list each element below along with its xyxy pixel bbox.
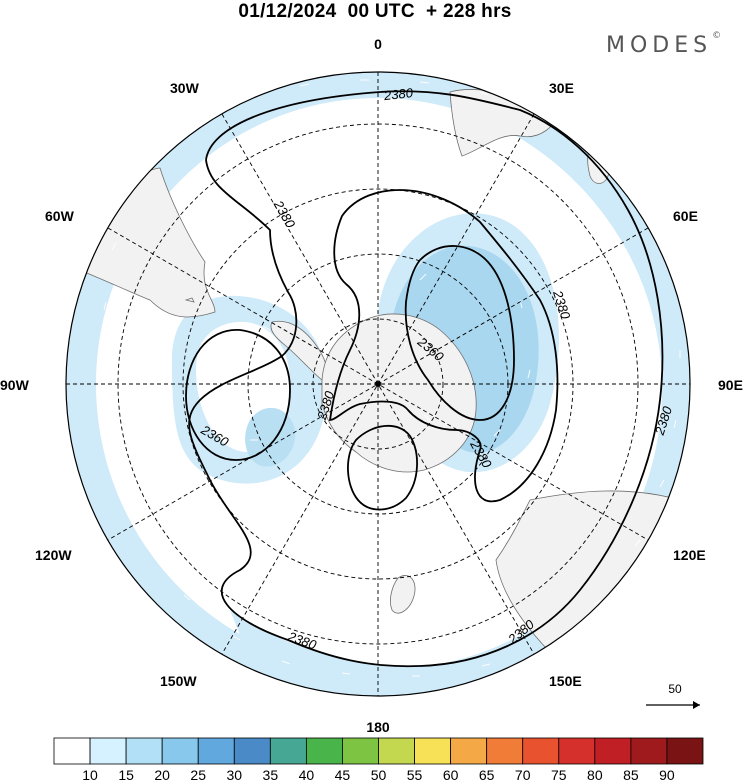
colorbar-label: 35 <box>263 767 279 782</box>
height-contours <box>185 90 664 668</box>
colorbar-label: 45 <box>335 767 351 782</box>
contour-east-low-2360 <box>404 245 515 421</box>
lon-label-0: 0 <box>374 36 382 52</box>
wind-core-west <box>245 407 296 467</box>
colorbar-swatch <box>233 737 271 765</box>
colorbar-swatch <box>486 737 524 765</box>
reference-vector: 50 <box>646 682 700 709</box>
lon-label-180: 180 <box>366 719 390 735</box>
colorbar-label: 40 <box>299 767 315 782</box>
contour-outer-2380 <box>188 90 664 668</box>
colorbar-label: 15 <box>118 767 134 782</box>
colorbar-swatch <box>89 737 127 765</box>
colorbar-label: 70 <box>515 767 531 782</box>
contour-west-low-2360 <box>185 329 291 461</box>
reference-vector-label: 50 <box>668 682 682 696</box>
lon-label-150w: 150W <box>160 673 197 689</box>
colorbar-swatch <box>125 737 163 765</box>
colorbar-swatch <box>342 737 379 765</box>
lon-label-60e: 60E <box>673 208 698 224</box>
colorbar-swatch <box>594 737 632 765</box>
colorbar-label: 10 <box>82 767 98 782</box>
colorbar-label: 50 <box>371 767 387 782</box>
lon-label-60w: 60W <box>45 208 75 224</box>
colorbar-label: 65 <box>479 767 495 782</box>
colorbar-label: 25 <box>190 767 206 782</box>
colorbar-swatch <box>53 737 91 765</box>
colorbar-swatch <box>378 737 415 765</box>
contour-south-low-2380 <box>347 424 418 511</box>
map-title: 01/12/2024 00 UTC + 228 hrs <box>238 1 512 22</box>
colorbar-label: 30 <box>226 767 242 782</box>
colorbar-label: 60 <box>443 767 459 782</box>
colorbar-label: 90 <box>659 767 675 782</box>
lon-label-150e: 150E <box>549 673 582 689</box>
colorbar-label: 85 <box>623 767 639 782</box>
colorbar-swatch <box>197 737 235 765</box>
logo-text: MODES <box>606 33 713 58</box>
longitude-labels: 0 180 90W 90E 30W 60W 120W 150W 30E 60E … <box>0 36 743 735</box>
colorbar: 10 15 20 25 30 35 40 45 50 55 60 65 70 75 80 85 90 <box>53 737 704 782</box>
lon-label-90e: 90E <box>718 377 743 393</box>
modes-logo: MODES© <box>606 31 722 58</box>
colorbar-swatch <box>522 737 560 765</box>
logo-copyright-mark: © <box>712 31 722 41</box>
pole-marker <box>375 381 381 387</box>
lon-label-90w: 90W <box>0 377 30 393</box>
colorbar-swatch <box>269 737 307 765</box>
colorbar-label: 75 <box>551 767 567 782</box>
colorbar-swatch <box>414 737 452 765</box>
colorbar-swatch <box>450 737 488 765</box>
lon-label-30w: 30W <box>170 80 200 96</box>
colorbar-swatch <box>630 737 668 765</box>
contour-label: 2380 <box>382 85 414 103</box>
contour-inner-2380 <box>328 189 559 503</box>
reference-arrowhead-icon <box>693 701 700 709</box>
land-new-zealand <box>390 575 416 614</box>
lon-label-120e: 120E <box>673 547 706 563</box>
colorbar-swatch <box>666 737 704 765</box>
wind-band-south <box>230 610 520 696</box>
lon-label-30e: 30E <box>549 80 574 96</box>
colorbar-label: 20 <box>154 767 170 782</box>
latitude-circle <box>117 123 639 645</box>
colorbar-label: 80 <box>587 767 603 782</box>
colorbar-label: 55 <box>407 767 423 782</box>
land-south-georgia <box>184 297 195 303</box>
colorbar-swatch <box>161 737 199 765</box>
land-south-america <box>66 167 216 318</box>
colorbar-swatch <box>305 737 343 765</box>
lon-label-120w: 120W <box>35 547 72 563</box>
contour-label: 2380 <box>270 197 298 231</box>
colorbar-swatch <box>558 737 596 765</box>
